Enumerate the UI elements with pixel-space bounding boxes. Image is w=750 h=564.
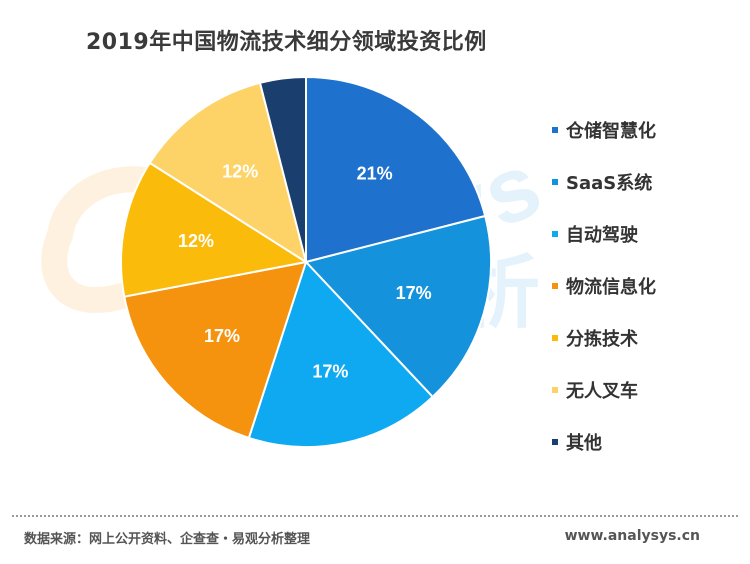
- legend-swatch: [552, 283, 558, 289]
- legend-item: 无人叉车: [552, 364, 656, 416]
- chart-title: 2019年中国物流技术细分领域投资比例: [86, 30, 487, 55]
- footer-divider: [12, 515, 738, 517]
- pie-slice: [123, 260, 308, 440]
- legend-swatch: [552, 231, 558, 237]
- pie-slice: [247, 260, 435, 448]
- legend-swatch: [552, 179, 558, 185]
- slice-data-label: 12%: [222, 161, 258, 181]
- legend-item: 自动驾驶: [552, 208, 656, 260]
- pie-slice: [304, 214, 492, 399]
- legend-label: 无人叉车: [566, 381, 638, 402]
- legend-label: SaaS系统: [566, 173, 653, 194]
- legend-item: 物流信息化: [552, 260, 656, 312]
- pie-slice: [258, 75, 307, 263]
- data-source: 数据来源：网上公开资料、企查查・易观分析整理: [24, 532, 311, 547]
- legend-swatch: [552, 335, 558, 341]
- pie-slice: [148, 81, 308, 265]
- legend-label: 物流信息化: [566, 277, 656, 298]
- slice-data-label: 17%: [312, 361, 348, 381]
- pie-slice: [305, 75, 487, 264]
- pie-slice: [120, 161, 309, 298]
- legend-swatch: [552, 127, 558, 133]
- slice-data-label: 17%: [204, 326, 240, 346]
- legend-label: 自动驾驶: [566, 225, 638, 246]
- legend-item: 其他: [552, 416, 656, 468]
- slice-data-label: 17%: [396, 283, 432, 303]
- site-url[interactable]: www.analysys.cn: [564, 528, 700, 544]
- legend-item: 仓储智慧化: [552, 104, 656, 156]
- legend-swatch: [552, 439, 558, 445]
- legend-label: 分拣技术: [566, 329, 638, 350]
- legend-item: 分拣技术: [552, 312, 656, 364]
- slice-data-label: 12%: [178, 231, 214, 251]
- legend-label: 其他: [566, 433, 602, 454]
- legend-swatch: [552, 387, 558, 393]
- legend: 仓储智慧化 SaaS系统 自动驾驶 物流信息化 分拣技术 无人叉车 其他: [552, 104, 656, 468]
- legend-label: 仓储智慧化: [566, 121, 656, 142]
- slice-data-label: 21%: [357, 164, 393, 184]
- legend-item: SaaS系统: [552, 156, 656, 208]
